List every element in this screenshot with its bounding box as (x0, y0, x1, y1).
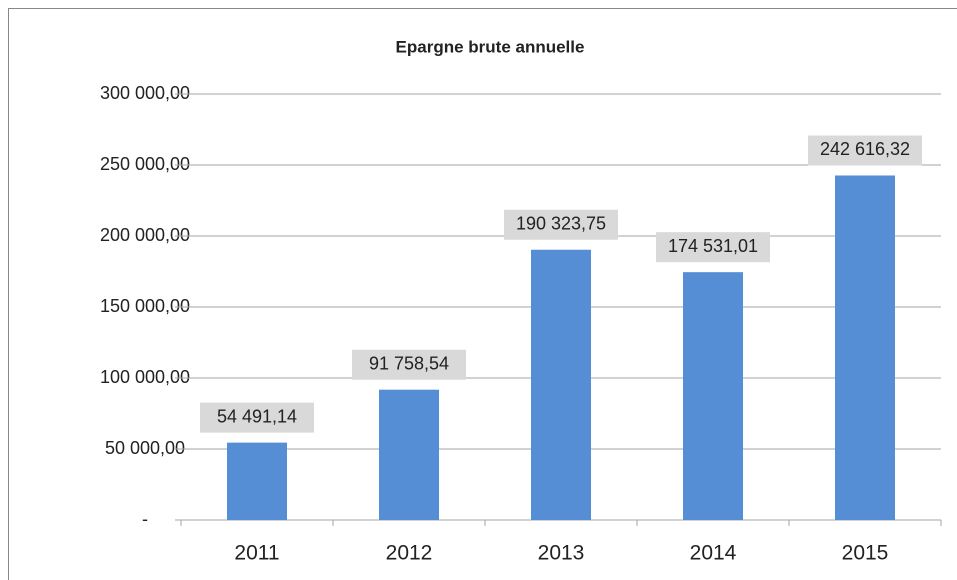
bar (227, 442, 287, 520)
data-label: 91 758,54 (369, 353, 449, 373)
x-tick-label: 2011 (234, 542, 279, 565)
y-tick-label: 100 000,00 (100, 367, 190, 387)
data-label-box (352, 349, 466, 380)
chart-title: Epargne brute annuelle (396, 37, 585, 56)
bar (683, 272, 743, 520)
data-label-box (808, 135, 922, 166)
data-label-box (504, 209, 618, 240)
chart-frame (8, 8, 957, 580)
y-tick-label: 250 000,00 (100, 154, 190, 174)
y-tick-label: 200 000,00 (100, 225, 190, 245)
bar (379, 389, 439, 520)
data-label-box (200, 402, 314, 433)
data-label-box (656, 232, 770, 263)
x-tick-label: 2012 (386, 542, 433, 565)
bar (531, 249, 591, 520)
x-tick-label: 2014 (690, 542, 737, 565)
data-label: 54 491,14 (217, 406, 297, 426)
data-label: 242 616,32 (820, 139, 910, 159)
y-tick-label: 150 000,00 (100, 296, 190, 316)
data-label: 174 531,01 (668, 236, 758, 256)
bar (835, 175, 895, 520)
data-label: 190 323,75 (516, 213, 606, 233)
x-tick-label: 2015 (842, 542, 889, 565)
y-tick-label: 50 000,00 (105, 438, 185, 458)
y-tick-label: - (142, 509, 148, 529)
x-tick-label: 2013 (538, 542, 585, 565)
y-tick-label: 300 000,00 (100, 83, 190, 103)
